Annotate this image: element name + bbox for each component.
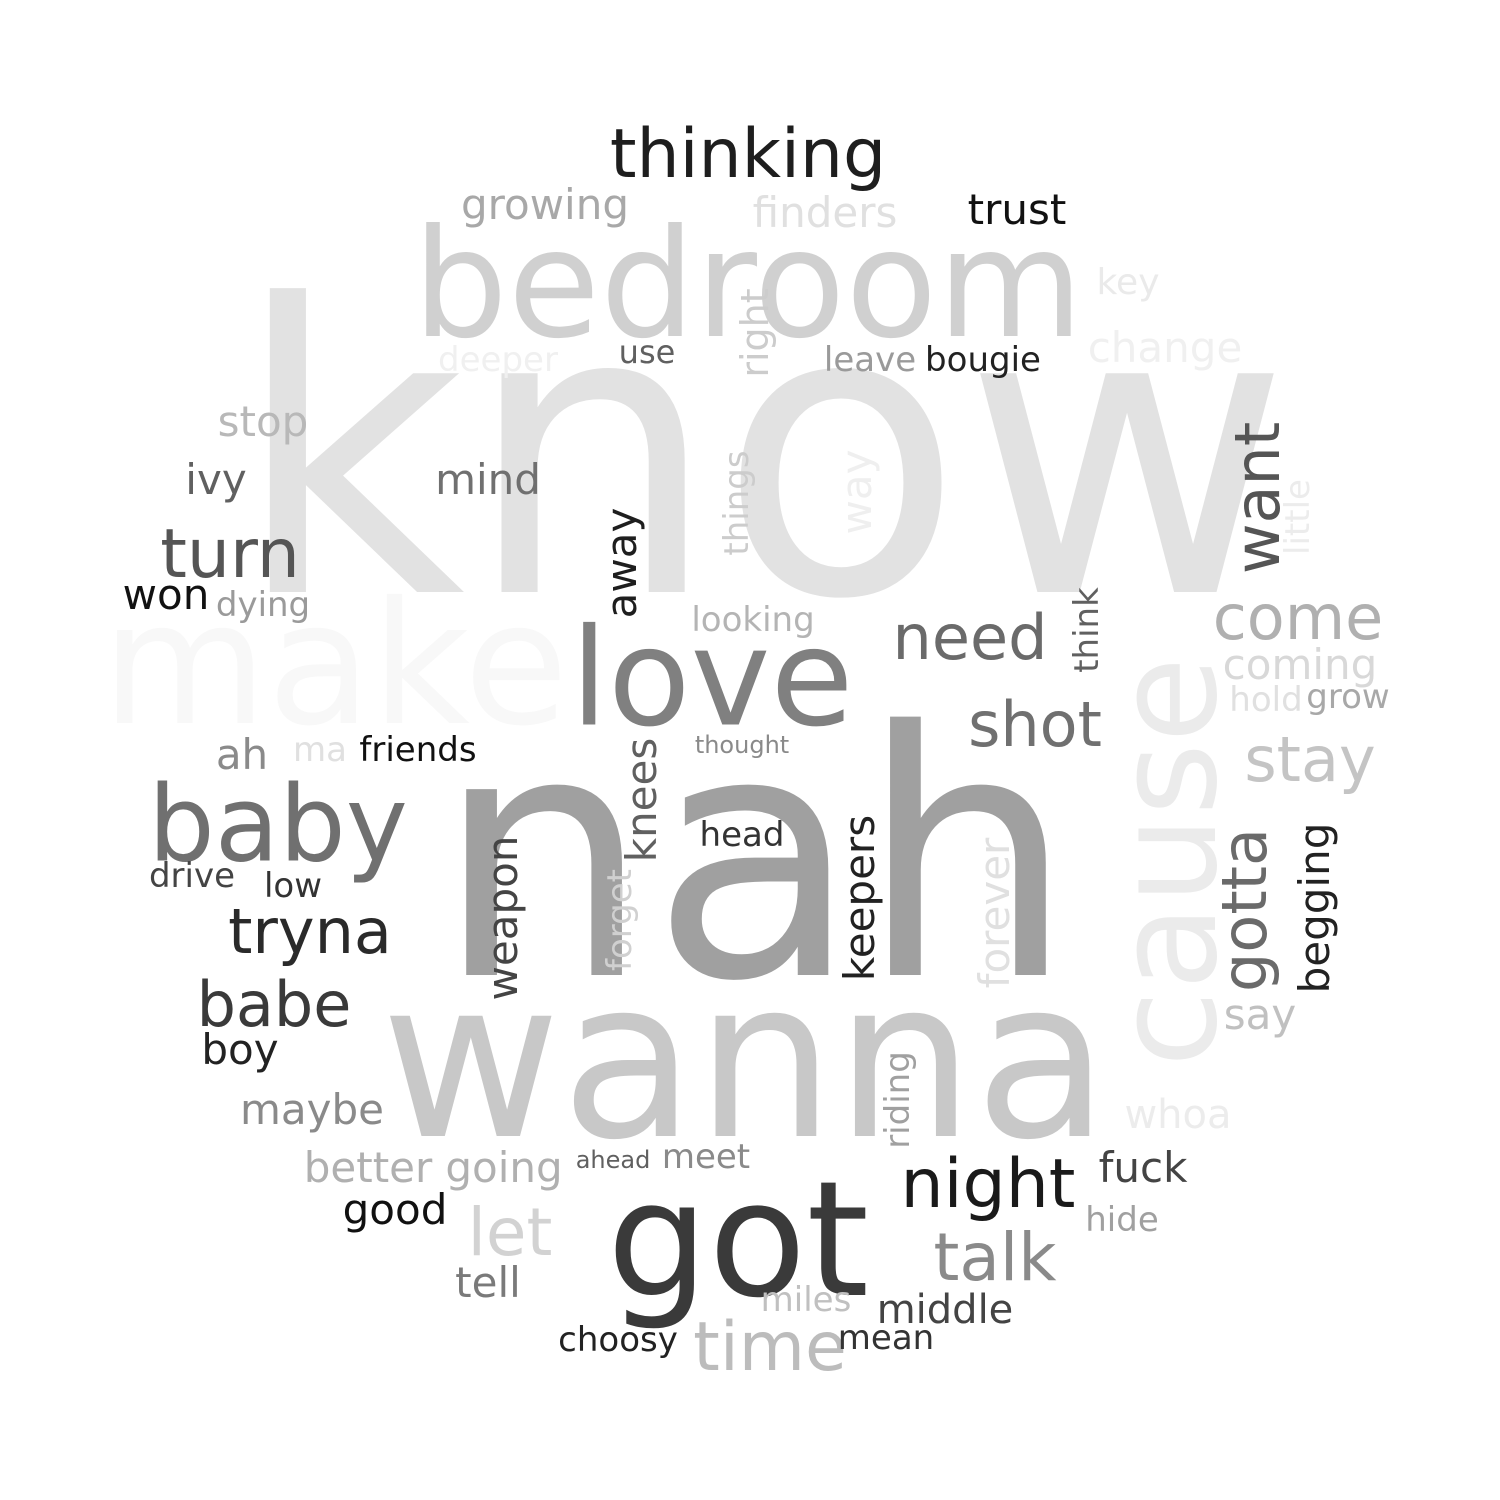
word-ma: ma bbox=[293, 730, 347, 770]
word-coming: coming bbox=[1222, 640, 1378, 689]
word-tryna: tryna bbox=[228, 895, 392, 968]
word-tell: tell bbox=[455, 1258, 521, 1307]
word-leave: leave bbox=[823, 340, 917, 380]
word-bougie: bougie bbox=[925, 340, 1041, 380]
word-key: key bbox=[1096, 262, 1160, 303]
word-deeper: deeper bbox=[438, 340, 558, 380]
word-fuck: fuck bbox=[1098, 1143, 1188, 1192]
word-riding: riding bbox=[878, 1051, 918, 1149]
word-mind: mind bbox=[435, 455, 541, 504]
word-nah: nah bbox=[435, 660, 1075, 1056]
word-dying: dying bbox=[215, 585, 311, 625]
word-finders: finders bbox=[752, 188, 898, 237]
word-got: got bbox=[606, 1146, 870, 1333]
word-turn: turn bbox=[160, 515, 300, 594]
word-need: need bbox=[892, 601, 1048, 674]
word-won: won bbox=[122, 570, 210, 619]
word-talk: talk bbox=[933, 1219, 1057, 1296]
word-change: change bbox=[1087, 323, 1243, 372]
word-begging: begging bbox=[1290, 822, 1339, 994]
word-growing: growing bbox=[461, 180, 629, 229]
word-think: think bbox=[1067, 587, 1107, 673]
word-right: right bbox=[733, 288, 777, 378]
word-say: say bbox=[1223, 990, 1297, 1039]
word-thought: thought bbox=[694, 731, 790, 759]
word-middle: middle bbox=[876, 1287, 1014, 1333]
word-things: things bbox=[717, 450, 757, 556]
word-stay: stay bbox=[1244, 723, 1376, 796]
word-thinking: thinking bbox=[609, 115, 887, 194]
word-going: going bbox=[445, 1143, 563, 1192]
word-shot: shot bbox=[968, 688, 1102, 761]
word-meet: meet bbox=[661, 1137, 751, 1177]
word-keepers: keepers bbox=[835, 814, 884, 982]
word-low: low bbox=[263, 866, 323, 906]
word-come: come bbox=[1212, 581, 1384, 654]
word-looking: looking bbox=[691, 600, 815, 640]
word-know: know bbox=[233, 222, 1291, 687]
word-bedroom: bedroom bbox=[412, 198, 1084, 372]
word-head: head bbox=[699, 815, 785, 855]
word-baby: baby bbox=[148, 763, 408, 886]
word-choosy: choosy bbox=[558, 1320, 678, 1360]
word-hold: hold bbox=[1229, 680, 1303, 720]
word-ah: ah bbox=[215, 730, 269, 779]
word-good: good bbox=[342, 1185, 448, 1234]
word-love: love bbox=[570, 599, 854, 757]
word-drive: drive bbox=[148, 856, 236, 896]
word-gotta: gotta bbox=[1208, 828, 1281, 992]
word-boy: boy bbox=[201, 1025, 279, 1074]
word-stop: stop bbox=[217, 397, 309, 446]
word-knees: knees bbox=[617, 737, 666, 863]
word-ahead: ahead bbox=[575, 1146, 651, 1174]
word-time: time bbox=[693, 1308, 847, 1387]
word-hide: hide bbox=[1085, 1200, 1159, 1240]
word-wanna: wanna bbox=[380, 932, 1110, 1188]
word-night: night bbox=[900, 1145, 1076, 1224]
word-let: let bbox=[467, 1194, 553, 1271]
word-miles: miles bbox=[760, 1280, 852, 1320]
word-way: way bbox=[832, 449, 881, 535]
word-babe: babe bbox=[196, 968, 352, 1041]
word-forever: forever bbox=[970, 837, 1019, 989]
word-grow: grow bbox=[1306, 677, 1390, 717]
word-away: away bbox=[597, 507, 646, 619]
word-whoa: whoa bbox=[1124, 1092, 1232, 1138]
word-little: little bbox=[1278, 479, 1318, 555]
word-ivy: ivy bbox=[185, 455, 247, 504]
word-mean: mean bbox=[837, 1318, 935, 1358]
word-forget: forget bbox=[600, 869, 640, 971]
word-better: better bbox=[303, 1143, 433, 1192]
word-use: use bbox=[618, 333, 676, 371]
word-make: make bbox=[101, 566, 569, 764]
word-maybe: maybe bbox=[239, 1085, 385, 1134]
word-trust: trust bbox=[967, 185, 1067, 234]
word-weapon: weapon bbox=[478, 835, 527, 1001]
word-friends: friends bbox=[359, 730, 477, 770]
